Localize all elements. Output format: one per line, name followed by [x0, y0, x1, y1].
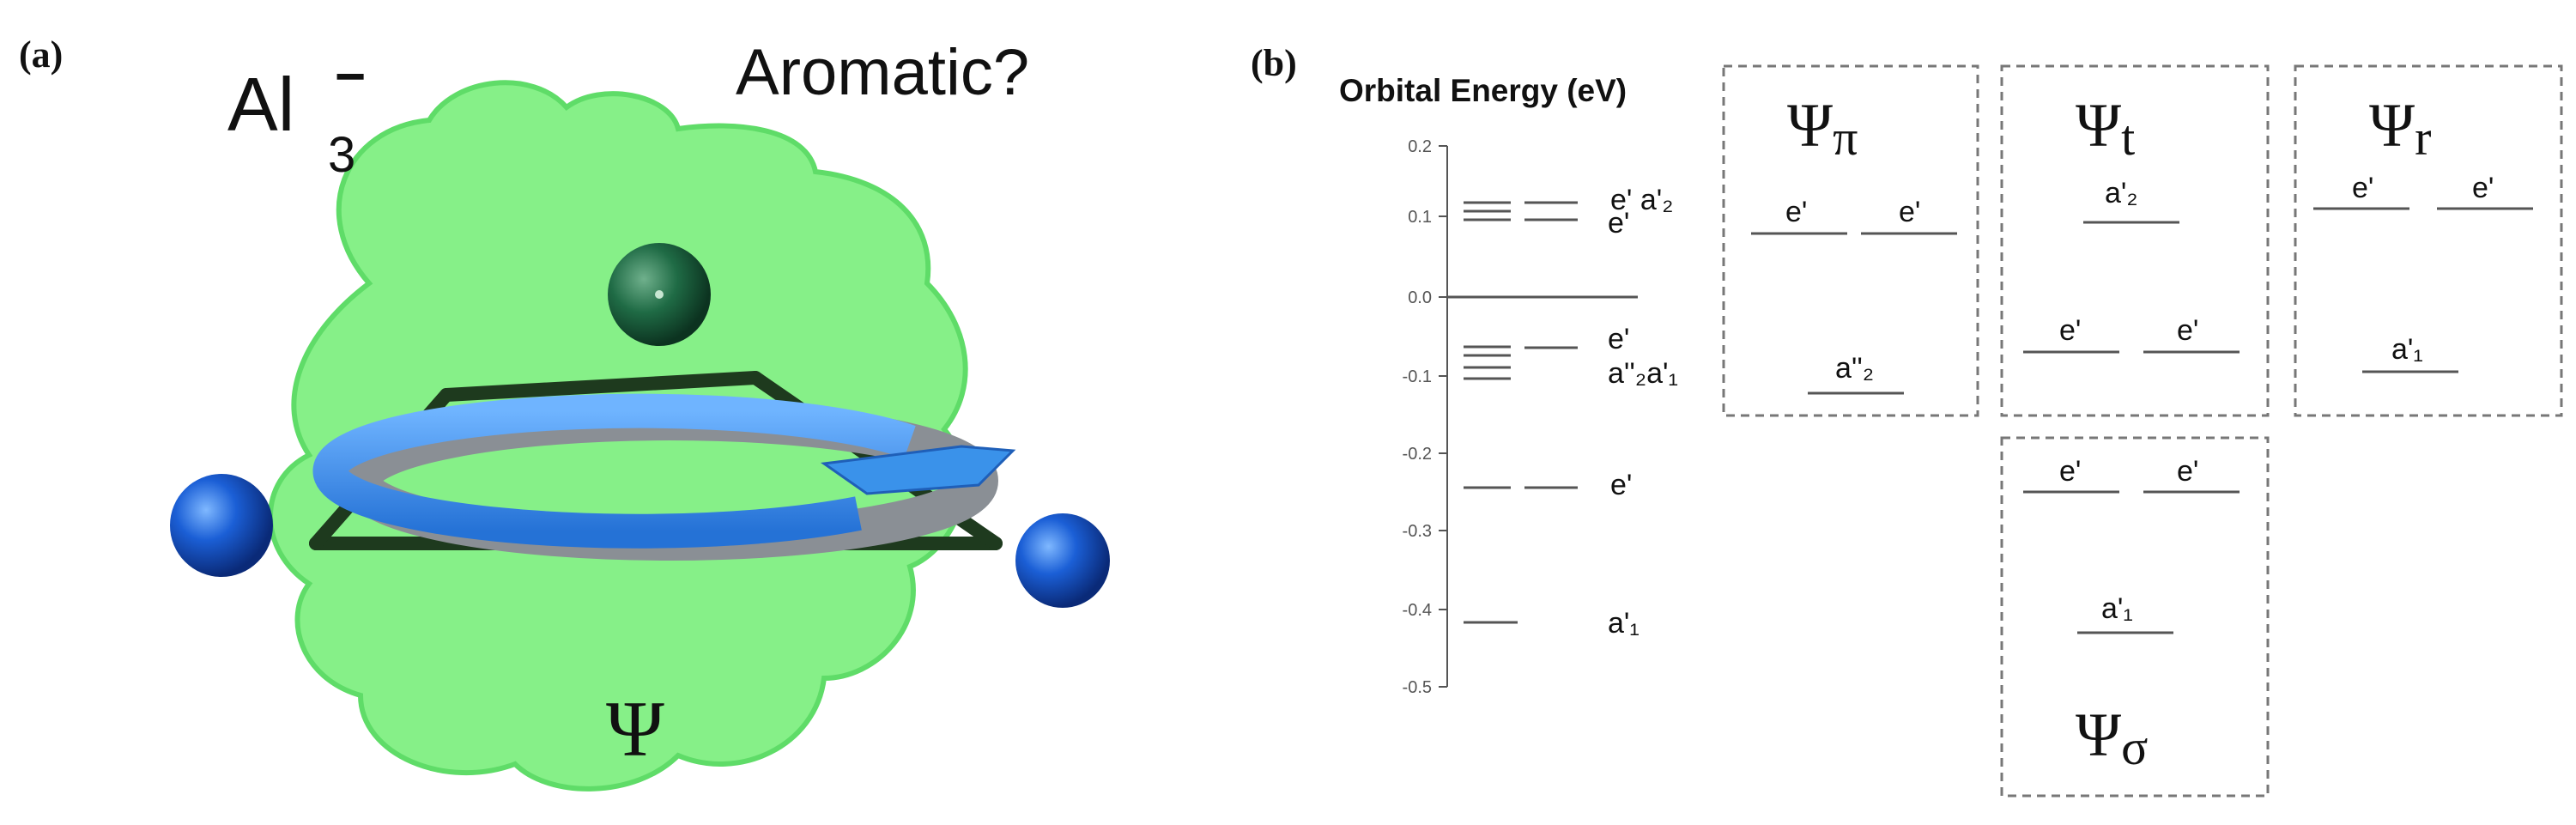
- svg-text:Ψσ: Ψσ: [2076, 701, 2148, 775]
- aromatic-question: Aromatic?: [736, 36, 1029, 109]
- y-tick-label: -0.3: [1403, 522, 1432, 541]
- level-label: e': [1608, 207, 1629, 240]
- level-label: a''₂a'₁: [1608, 357, 1678, 390]
- level-label: a'₁: [1608, 607, 1640, 640]
- y-axis: [1439, 145, 1448, 688]
- y-tick-labels: 0.2 0.1 0.0 -0.1 -0.2 -0.3 -0.4 -0.5: [1403, 137, 1432, 697]
- svg-text:Ψt: Ψt: [2076, 91, 2135, 166]
- y-tick-label: 0.0: [1408, 288, 1432, 307]
- psi-t-box: Ψt a'₂ e' e': [2000, 64, 2270, 417]
- svg-text:−: −: [335, 47, 366, 106]
- orbital-label: a'₁: [2391, 333, 2423, 366]
- panel-b: (b) Orbital Energy (eV) 0.2 0.1 0.0 -0.1…: [1251, 42, 2563, 798]
- psi-pi-box: Ψπ e' e' a''₂: [1722, 64, 1979, 417]
- y-tick-label: -0.5: [1403, 678, 1432, 697]
- ring-current-arrow: [312, 393, 1016, 561]
- orbital-label: a'₂: [2105, 177, 2138, 209]
- svg-text:3: 3: [328, 127, 355, 183]
- y-tick-label: 0.1: [1408, 208, 1432, 227]
- panel-b-label: (b): [1251, 42, 1297, 84]
- orbital-label: e': [1785, 196, 1807, 228]
- y-tick-label: -0.4: [1403, 601, 1432, 620]
- y-tick-label: -0.1: [1403, 367, 1432, 386]
- energy-levels: [1464, 201, 1578, 624]
- orbital-label: a''₂: [1835, 352, 1874, 385]
- orbital-label: e': [2177, 314, 2198, 347]
- psi-sigma-box: e' e' a'₁ Ψσ: [2000, 436, 2270, 798]
- al-atom-right: [1015, 513, 1110, 608]
- svg-text:Al: Al: [227, 62, 294, 147]
- orbital-label: e': [2472, 172, 2494, 204]
- level-label: e': [1608, 323, 1629, 355]
- orbital-label: e': [2352, 172, 2373, 204]
- level-labels: e' a'₂ e' e' a''₂a'₁ e' a'₁: [1608, 184, 1678, 640]
- orbital-label: e': [1899, 196, 1920, 228]
- axis-title: Orbital Energy (eV): [1339, 73, 1627, 108]
- orbital-label: a'₁: [2101, 592, 2133, 625]
- panel-a-label: (a): [19, 33, 63, 76]
- svg-text:Ψπ: Ψπ: [1787, 91, 1858, 166]
- al-atom-left: [170, 474, 273, 577]
- orbital-label: e': [2177, 455, 2198, 488]
- svg-text:Ψr: Ψr: [2369, 91, 2431, 166]
- level-label: e' a'₂: [1610, 184, 1673, 216]
- level-label: e': [1610, 469, 1632, 501]
- y-tick-label: -0.2: [1403, 445, 1432, 464]
- panel-a: (a) Al 3 − Aromatic? Ψ: [19, 33, 1110, 792]
- psi-r-box: Ψr e' e' a'₁: [2294, 64, 2563, 417]
- psi-symbol: Ψ: [606, 685, 664, 773]
- al3-anion-label: Al 3 −: [227, 47, 366, 183]
- y-tick-label: 0.2: [1408, 137, 1432, 156]
- orbital-label: e': [2059, 314, 2081, 347]
- orbital-label: e': [2059, 455, 2081, 488]
